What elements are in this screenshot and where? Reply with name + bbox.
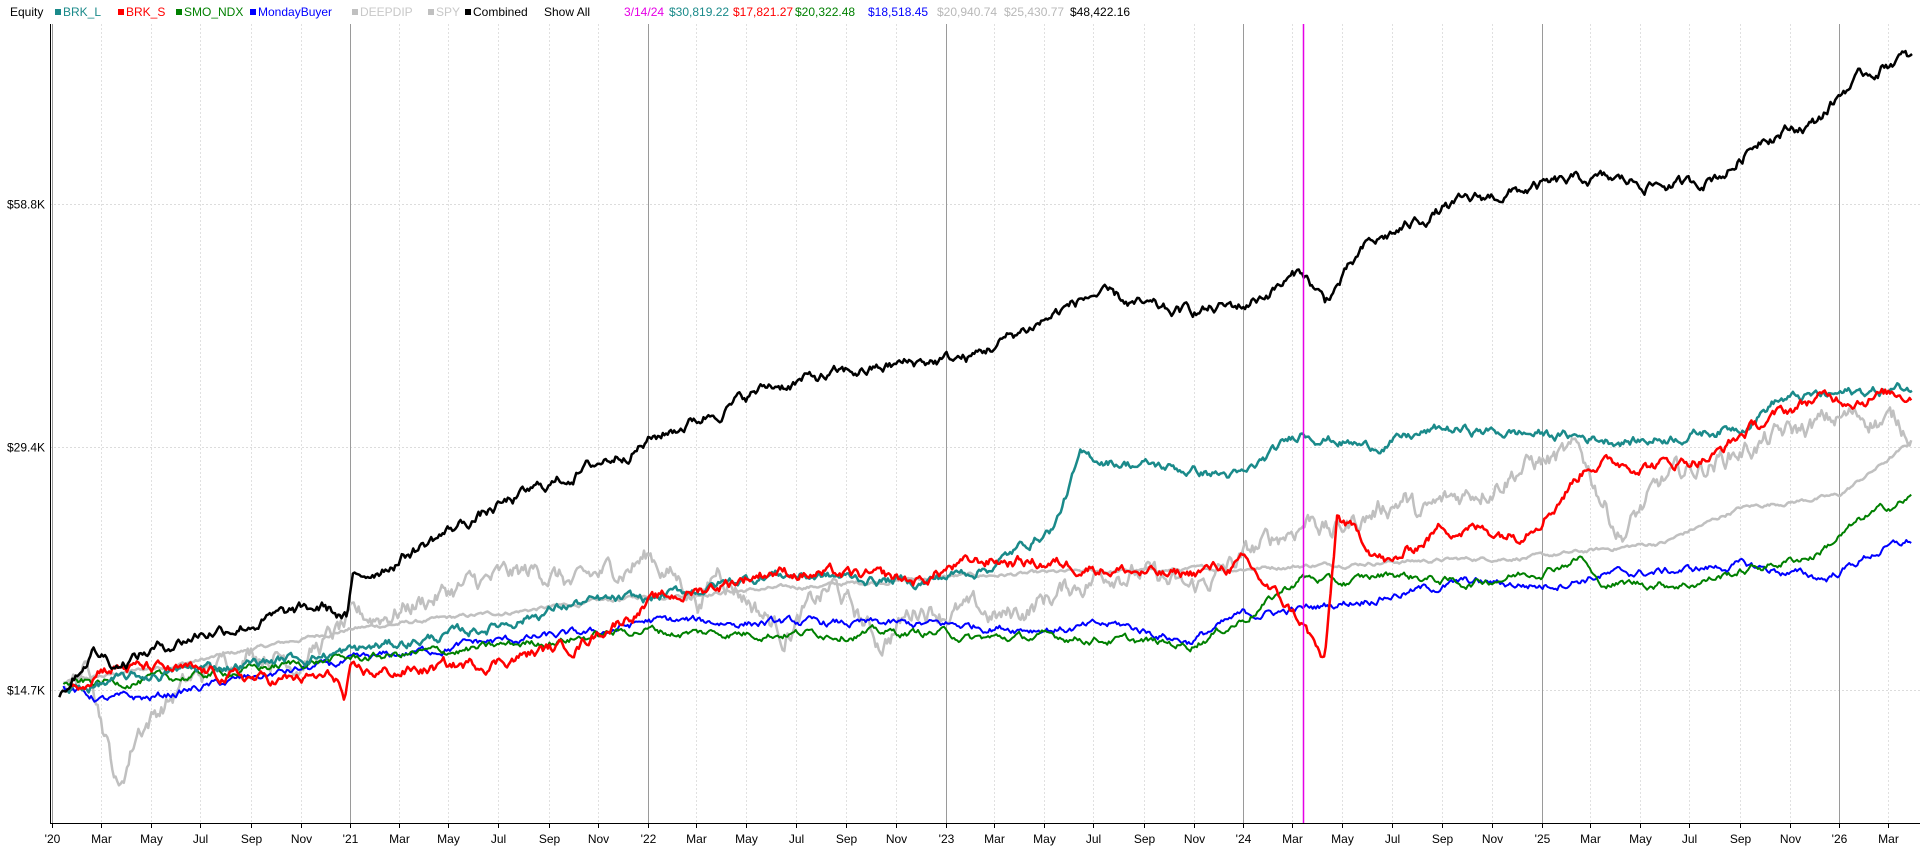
legend-swatch bbox=[465, 9, 471, 15]
legend-item-spy[interactable]: SPY bbox=[428, 0, 460, 24]
x-tick-label: Jul bbox=[1385, 832, 1400, 846]
x-tick-label: Nov bbox=[1184, 832, 1205, 846]
x-tick-label: Mar bbox=[686, 832, 707, 846]
x-tick-label: Sep bbox=[1432, 832, 1454, 846]
legend-item-mondaybuyer[interactable]: MondayBuyer bbox=[250, 0, 332, 24]
series-line-combined[interactable] bbox=[58, 49, 1913, 698]
x-tick-label: May bbox=[1331, 832, 1354, 846]
x-tick-label: '20 bbox=[45, 832, 61, 846]
y-tick-label: $29.4K bbox=[7, 441, 45, 455]
legend-label: SPY bbox=[436, 5, 461, 19]
x-tick-label: May bbox=[437, 832, 460, 846]
x-tick-label: Mar bbox=[1878, 832, 1899, 846]
x-tick-label: Mar bbox=[984, 832, 1005, 846]
cursor-date-readout: 3/14/24 bbox=[624, 5, 665, 19]
y-tick-label: $58.8K bbox=[7, 198, 45, 212]
x-tick-label: Jul bbox=[193, 832, 208, 846]
x-tick-label: May bbox=[140, 832, 163, 846]
legend-item-brk-l[interactable]: BRK_L bbox=[55, 0, 101, 24]
x-tick-label: Jul bbox=[1086, 832, 1101, 846]
x-tick-label: Jul bbox=[1682, 832, 1697, 846]
x-tick-label: May bbox=[735, 832, 758, 846]
legend-swatch bbox=[176, 9, 182, 15]
legend-label: BRK_L bbox=[63, 5, 102, 19]
x-tick-label: May bbox=[1629, 832, 1652, 846]
legend-item-combined[interactable]: Combined bbox=[465, 0, 528, 24]
x-tick-label: Sep bbox=[241, 832, 263, 846]
readout-mondaybuyer: $18,518.45 bbox=[868, 5, 929, 19]
x-tick-label: Nov bbox=[291, 832, 312, 846]
legend-swatch bbox=[55, 9, 61, 15]
x-tick-label: Nov bbox=[886, 832, 907, 846]
readout-brk-l: $30,819.22 bbox=[669, 5, 730, 19]
x-tick-label: '26 bbox=[1832, 832, 1848, 846]
readout-deepdip: $20,940.74 bbox=[937, 5, 998, 19]
x-tick-label: May bbox=[1033, 832, 1056, 846]
legend-label: BRK_S bbox=[126, 5, 166, 19]
x-tick-label: '21 bbox=[343, 832, 359, 846]
legend-swatch bbox=[250, 9, 256, 15]
x-tick-label: '23 bbox=[939, 832, 955, 846]
series-line-smo-ndx[interactable] bbox=[62, 493, 1912, 690]
legend-swatch bbox=[428, 9, 434, 15]
legend-swatch bbox=[352, 9, 358, 15]
readout-combined: $48,422.16 bbox=[1070, 5, 1131, 19]
x-tick-label: Nov bbox=[1482, 832, 1503, 846]
series-line-spy[interactable] bbox=[62, 406, 1913, 787]
legend-label: SMO_NDX bbox=[184, 5, 244, 19]
grid-layer bbox=[50, 24, 1920, 828]
x-tick-label: Nov bbox=[1780, 832, 1801, 846]
y-tick-label: $14.7K bbox=[7, 684, 45, 698]
x-tick-label: Sep bbox=[539, 832, 561, 846]
x-tick-label: Sep bbox=[1730, 832, 1752, 846]
x-tick-label: '24 bbox=[1236, 832, 1252, 846]
x-tick-label: '25 bbox=[1535, 832, 1551, 846]
x-tick-label: Mar bbox=[389, 832, 410, 846]
readout-smo-ndx: $20,322.48 bbox=[795, 5, 856, 19]
x-tick-label: Sep bbox=[1134, 832, 1156, 846]
x-tick-label: Mar bbox=[1580, 832, 1601, 846]
legend-label: MondayBuyer bbox=[258, 5, 333, 19]
x-tick-label: Mar bbox=[1282, 832, 1303, 846]
readout-spy: $25,430.77 bbox=[1004, 5, 1065, 19]
x-tick-label: Mar bbox=[91, 832, 112, 846]
panel-label: Equity bbox=[10, 5, 44, 19]
x-tick-label: Nov bbox=[588, 832, 609, 846]
legend-item-smo-ndx[interactable]: SMO_NDX bbox=[176, 0, 243, 24]
legend-bar: Equity BRK_L BRK_S SMO_NDX MondayBuyer DEEPD… bbox=[0, 0, 1920, 24]
series-line-brk-l[interactable] bbox=[66, 382, 1913, 694]
readout-brk-s: $17,821.27 bbox=[733, 5, 794, 19]
x-tick-label: Jul bbox=[491, 832, 506, 846]
legend-swatch bbox=[118, 9, 124, 15]
series-line-brk-s[interactable] bbox=[70, 387, 1913, 701]
show-all-button[interactable]: Show All bbox=[544, 5, 591, 19]
legend-label: DEEPDIP bbox=[360, 5, 413, 19]
legend-item-deepdip[interactable]: DEEPDIP bbox=[352, 0, 413, 24]
legend-item-brk-s[interactable]: BRK_S bbox=[118, 0, 165, 24]
x-tick-label: '22 bbox=[641, 832, 657, 846]
x-tick-label: Jul bbox=[789, 832, 804, 846]
legend-label: Combined bbox=[473, 5, 528, 19]
series-layer bbox=[58, 49, 1913, 787]
x-tick-label: Sep bbox=[836, 832, 858, 846]
